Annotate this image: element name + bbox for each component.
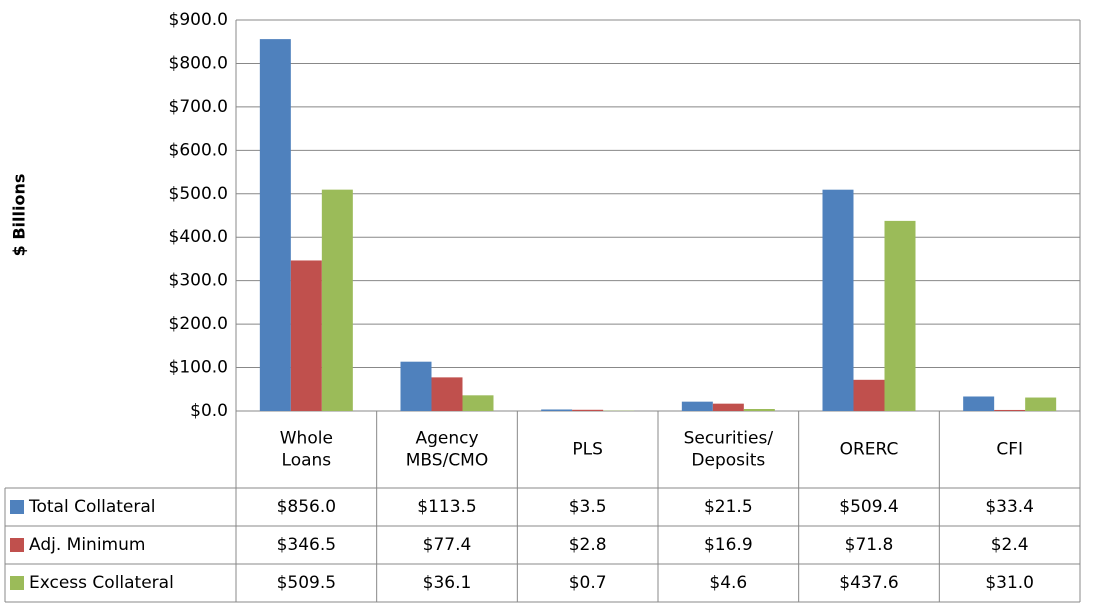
bar	[994, 409, 1026, 411]
legend-swatch	[10, 538, 24, 552]
table-value: $856.0	[277, 497, 336, 517]
y-tick-label: $0.0	[190, 401, 228, 421]
y-tick-label: $800.0	[169, 53, 228, 73]
table-value: $3.5	[569, 497, 607, 517]
table-value: $31.0	[985, 573, 1034, 593]
y-axis-label: $ Billions	[10, 174, 29, 257]
table-value: $437.6	[839, 573, 898, 593]
bar	[1025, 397, 1057, 411]
bar	[884, 220, 916, 411]
table-value: $509.4	[839, 497, 898, 517]
x-tick-label: Agency MBS/CMO	[406, 429, 488, 471]
bar	[290, 260, 322, 411]
bar	[400, 361, 432, 411]
y-tick-label: $300.0	[169, 271, 228, 291]
table-value: $33.4	[985, 497, 1034, 517]
table-value: $113.5	[417, 497, 476, 517]
table-value: $36.1	[423, 573, 472, 593]
table-value: $346.5	[277, 535, 336, 555]
bar	[963, 396, 995, 411]
y-tick-label: $600.0	[169, 140, 228, 160]
bar	[572, 409, 604, 411]
table-value: $16.9	[704, 535, 753, 555]
table-value: $2.8	[569, 535, 607, 555]
y-tick-label: $400.0	[169, 227, 228, 247]
x-tick-label: Whole Loans	[280, 429, 333, 471]
y-tick-label: $100.0	[169, 358, 228, 378]
legend-label: Excess Collateral	[29, 573, 174, 593]
y-tick-label: $500.0	[169, 184, 228, 204]
bar	[431, 377, 463, 411]
legend-swatch	[10, 576, 24, 590]
x-tick-label: CFI	[996, 440, 1023, 460]
table-value: $77.4	[423, 535, 472, 555]
table-value: $21.5	[704, 497, 753, 517]
bar	[712, 403, 744, 411]
bar	[853, 379, 885, 411]
bar	[822, 189, 854, 411]
table-value: $71.8	[845, 535, 894, 555]
bar	[681, 401, 713, 411]
x-tick-label: ORERC	[840, 440, 899, 460]
legend-label: Total Collateral	[28, 497, 156, 517]
y-tick-label: $900.0	[169, 10, 228, 30]
y-tick-label: $200.0	[169, 314, 228, 334]
x-tick-label: PLS	[572, 440, 603, 460]
table-value: $509.5	[277, 573, 336, 593]
legend-swatch	[10, 500, 24, 514]
bar	[462, 395, 494, 411]
bar	[259, 39, 291, 412]
x-tick-label: Securities/Deposits	[684, 429, 774, 471]
table-value: $0.7	[569, 573, 607, 593]
table-value: $2.4	[991, 535, 1029, 555]
y-tick-label: $700.0	[169, 97, 228, 117]
bar	[321, 189, 353, 411]
legend-label: Adj. Minimum	[29, 535, 145, 555]
table-value: $4.6	[709, 573, 747, 593]
bar	[743, 409, 775, 411]
bar	[541, 409, 573, 411]
